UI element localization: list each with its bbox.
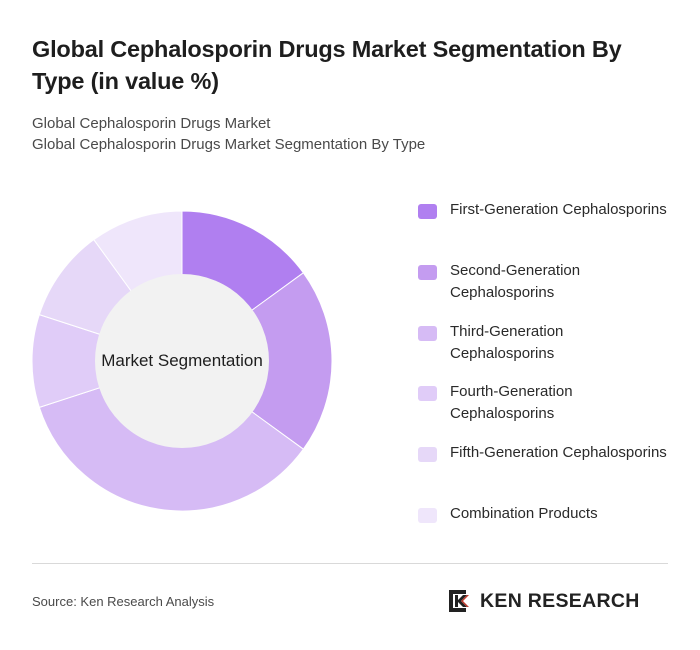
ken-research-logo-icon	[449, 590, 469, 612]
legend-swatch	[418, 508, 437, 523]
legend-swatch	[418, 326, 437, 341]
chart-subtitle: Global Cephalosporin Drugs Market Global…	[32, 113, 672, 155]
legend-label: First-Generation Cephalosporins	[450, 201, 667, 218]
donut-chart	[31, 210, 333, 512]
legend-label: Combination Products	[450, 505, 598, 522]
legend-swatch	[418, 265, 437, 280]
donut-center-label: Market Segmentation	[101, 351, 263, 370]
legend-label: Fifth-Generation Cephalosporins	[450, 444, 667, 461]
source-note: Source: Ken Research Analysis	[32, 594, 215, 609]
legend-swatch	[418, 447, 437, 462]
subtitle-line-2: Global Cephalosporin Drugs Market Segmen…	[32, 136, 426, 153]
ken-research-logo: KEN RESEARCH	[446, 588, 670, 616]
footer-divider	[32, 563, 668, 564]
legend-swatch	[418, 204, 437, 219]
legend-label: Third-Generation Cephalosporins	[450, 323, 564, 362]
legend-label: Second-Generation Cephalosporins	[450, 262, 581, 301]
donut-hole	[95, 274, 269, 448]
subtitle-line-1: Global Cephalosporin Drugs Market	[32, 115, 271, 132]
ken-research-logo-text: KEN RESEARCH	[480, 590, 640, 612]
legend-label: Fourth-Generation Cephalosporins	[450, 383, 573, 422]
chart-title: Global Cephalosporin Drugs Market Segmen…	[32, 36, 622, 94]
legend-swatch	[418, 386, 437, 401]
